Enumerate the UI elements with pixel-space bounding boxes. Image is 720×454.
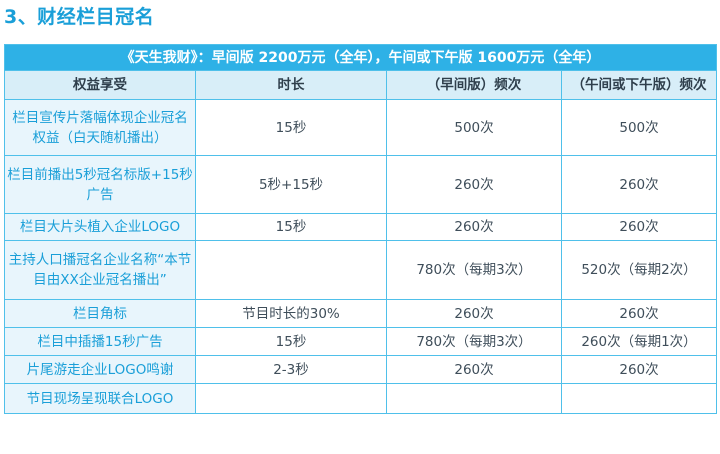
duration-cell: 节目时长的30% [195, 299, 387, 328]
duration-cell: 15秒 [195, 213, 387, 241]
afternoon-frequency-cell: 260次 [561, 213, 717, 241]
afternoon-frequency-cell: 260次 [561, 355, 717, 384]
morning-frequency-cell [386, 383, 562, 414]
benefit-cell: 片尾游走企业LOGO鸣谢 [4, 355, 196, 384]
afternoon-frequency-cell: 260次 [561, 299, 717, 328]
table-row: 片尾游走企业LOGO鸣谢 2-3秒 260次 260次 [4, 355, 717, 384]
header-benefit: 权益享受 [4, 70, 196, 100]
duration-cell: 15秒 [195, 99, 387, 156]
table-row: 栏目大片头植入企业LOGO 15秒 260次 260次 [4, 213, 717, 241]
table-row: 主持人口播冠名企业名称“本节目由XX企业冠名播出” 780次（每期3次） 520… [4, 240, 717, 300]
morning-frequency-cell: 780次（每期3次） [386, 240, 562, 300]
duration-cell: 15秒 [195, 327, 387, 356]
duration-cell [195, 383, 387, 414]
benefit-cell: 节目现场呈现联合LOGO [4, 383, 196, 414]
table-row: 栏目中插播15秒广告 15秒 780次（每期3次） 260次（每期1次） [4, 327, 717, 356]
benefit-cell: 栏目前播出5秒冠名标版+15秒广告 [4, 155, 196, 214]
table-row: 栏目前播出5秒冠名标版+15秒广告 5秒+15秒 260次 260次 [4, 155, 717, 214]
section-title: 3、财经栏目冠名 [4, 6, 155, 28]
duration-cell: 5秒+15秒 [195, 155, 387, 214]
price-banner: 《天生我财》：早间版 2200万元（全年），午间或下午版 1600万元（全年） [4, 44, 717, 71]
header-morning-frequency: （早间版）频次 [386, 70, 562, 100]
sponsorship-table-container: 《天生我财》：早间版 2200万元（全年），午间或下午版 1600万元（全年） … [4, 44, 717, 414]
duration-cell: 2-3秒 [195, 355, 387, 384]
benefit-cell: 栏目宣传片落幅体现企业冠名权益（白天随机播出） [4, 99, 196, 156]
morning-frequency-cell: 260次 [386, 355, 562, 384]
morning-frequency-cell: 260次 [386, 213, 562, 241]
table-row: 节目现场呈现联合LOGO [4, 383, 717, 414]
benefit-cell: 栏目大片头植入企业LOGO [4, 213, 196, 241]
header-duration: 时长 [195, 70, 387, 100]
afternoon-frequency-cell: 520次（每期2次） [561, 240, 717, 300]
table-row: 栏目角标 节目时长的30% 260次 260次 [4, 299, 717, 328]
morning-frequency-cell: 260次 [386, 155, 562, 214]
afternoon-frequency-cell: 500次 [561, 99, 717, 156]
duration-cell [195, 240, 387, 300]
table-banner-row: 《天生我财》：早间版 2200万元（全年），午间或下午版 1600万元（全年） [4, 44, 717, 71]
benefit-cell: 主持人口播冠名企业名称“本节目由XX企业冠名播出” [4, 240, 196, 300]
morning-frequency-cell: 500次 [386, 99, 562, 156]
afternoon-frequency-cell: 260次（每期1次） [561, 327, 717, 356]
sponsorship-table: 《天生我财》：早间版 2200万元（全年），午间或下午版 1600万元（全年） … [4, 44, 717, 414]
morning-frequency-cell: 780次（每期3次） [386, 327, 562, 356]
benefit-cell: 栏目角标 [4, 299, 196, 328]
table-row: 栏目宣传片落幅体现企业冠名权益（白天随机播出） 15秒 500次 500次 [4, 99, 717, 156]
morning-frequency-cell: 260次 [386, 299, 562, 328]
table-header-row: 权益享受 时长 （早间版）频次 （午间或下午版）频次 [4, 70, 717, 100]
afternoon-frequency-cell: 260次 [561, 155, 717, 214]
benefit-cell: 栏目中插播15秒广告 [4, 327, 196, 356]
header-afternoon-frequency: （午间或下午版）频次 [561, 70, 717, 100]
afternoon-frequency-cell [561, 383, 717, 414]
